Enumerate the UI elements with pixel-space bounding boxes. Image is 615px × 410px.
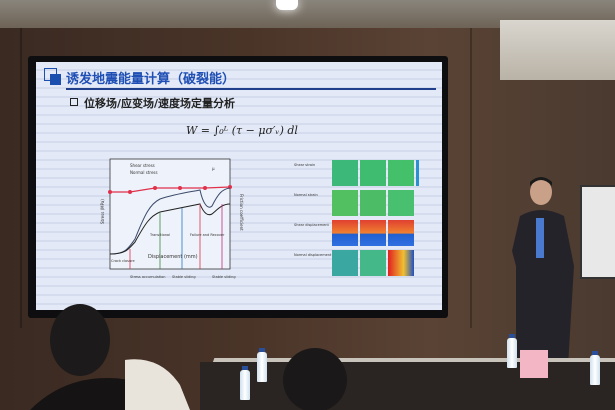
heatmap-row-label: Normal strain <box>294 193 318 197</box>
mu-line <box>109 187 231 255</box>
water-bottle <box>257 348 267 382</box>
heatmap-row-normal-strain <box>332 190 414 216</box>
title-divider <box>66 88 436 90</box>
legend-normal: Normal stress <box>130 170 158 175</box>
legend-mu: μ <box>212 166 215 171</box>
legend-shear: Shear stress <box>130 163 155 168</box>
shear-stress-line <box>109 203 231 255</box>
presenter-lanyard <box>536 218 544 258</box>
presenter-head <box>530 179 552 205</box>
stage-label: Stress accumulation <box>130 275 166 279</box>
ceiling-light <box>276 0 298 10</box>
heatmap-row-normal-displacement <box>332 250 414 276</box>
water-bottle <box>507 334 517 368</box>
audience-member <box>30 304 190 410</box>
presenter-hair <box>530 177 552 186</box>
heatmap-row-label: Shear strain <box>294 163 315 167</box>
slide-logo-icon <box>50 74 61 85</box>
heatmap-row-label: Shear displacement <box>294 223 330 227</box>
stage-label: Stable sliding <box>212 275 236 279</box>
strain-heatmap-grid: Shear strain Normal strain Shear displac… <box>294 160 419 276</box>
heatmap-row-label: Normal displacement <box>294 253 332 257</box>
presenter <box>512 177 574 366</box>
heatmap-row-shear-displacement <box>332 220 414 246</box>
energy-formula: W = ∫₀ᴸ (τ − μσ′ᵥ) dl <box>186 124 298 137</box>
slide-title: 诱发地震能量计算（破裂能） <box>66 72 236 87</box>
presentation-slide: 诱发地震能量计算（破裂能） 位移场/应变场/速度场定量分析 W = ∫₀ᴸ (τ… <box>36 62 442 310</box>
x-axis-label: Displacement (mm) <box>148 254 198 260</box>
stage-label: Stable sliding <box>172 275 196 279</box>
stage-label: Crack closure <box>111 259 135 263</box>
heatmap-row-shear-strain <box>332 160 419 186</box>
bullet-square-icon <box>70 98 78 106</box>
slide-bullet: 位移场/应变场/速度场定量分析 <box>84 97 236 110</box>
normal-stress-line <box>110 186 231 193</box>
y2-axis-label: Friction coefficient <box>239 194 244 231</box>
water-bottle <box>240 366 250 400</box>
y-axis-label: Stress (MPa) <box>100 199 105 224</box>
wall-monitor <box>580 185 615 279</box>
wall-panel-seam <box>20 28 22 328</box>
normal-stress-markers <box>108 185 232 194</box>
stress-displacement-chart: Shear stress Normal stress μ Stress (MPa… <box>100 158 244 279</box>
phase-label: Transitional <box>149 233 170 237</box>
audience-member <box>283 348 347 410</box>
wall <box>500 20 615 80</box>
name-plate <box>520 350 548 378</box>
presenter-body <box>512 210 574 366</box>
phase-label: Failure and Recover <box>190 233 225 237</box>
water-bottle <box>590 351 600 385</box>
wall-panel-seam <box>470 28 472 328</box>
